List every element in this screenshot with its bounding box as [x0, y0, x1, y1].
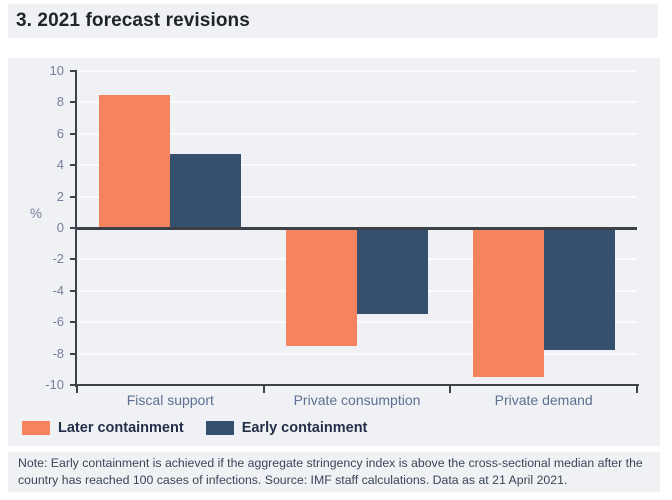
- x-boundary-tick-1: [262, 385, 265, 393]
- y-tick-label--8: -8: [52, 345, 64, 361]
- chart-legend: Later containment Early containment: [22, 420, 367, 436]
- bar-later-containment-fiscal-support: [99, 94, 171, 228]
- y-tick--4: [70, 289, 77, 292]
- y-tick--2: [70, 258, 77, 261]
- gridline-8: [77, 101, 637, 104]
- y-tick-label--10: -10: [45, 377, 64, 392]
- gridline--6: [77, 321, 637, 324]
- note-text: Note: Early containment is achieved if t…: [18, 456, 643, 488]
- y-tick--10: [70, 384, 77, 386]
- y-tick-label-10: 10: [49, 63, 64, 78]
- gridline-6: [77, 132, 637, 135]
- figure-title: 3. 2021 forecast revisions: [16, 10, 250, 31]
- y-tick-0: [70, 227, 77, 229]
- y-tick-label-4: 4: [56, 157, 64, 173]
- y-tick-label--6: -6: [52, 314, 64, 330]
- note-strip: Note: Early containment is achieved if t…: [8, 452, 660, 492]
- y-tick-8: [70, 101, 77, 104]
- y-tick-4: [70, 164, 77, 167]
- legend-swatch-later-containment: [22, 421, 50, 435]
- bar-early-containment-fiscal-support: [170, 154, 242, 228]
- y-axis-title: %: [29, 206, 42, 221]
- category-label-private-consumption: Private consumption: [293, 392, 421, 408]
- bar-early-containment-private-demand: [543, 228, 615, 351]
- legend-item-later-containment: Later containment: [22, 420, 184, 436]
- bar-later-containment-private-consumption: [286, 228, 357, 346]
- bar-chart-panel: Later containment Early containment 10 8 6 4…: [8, 58, 660, 446]
- gridline-10: [77, 70, 637, 72]
- x-axis-line: [77, 384, 639, 386]
- legend-label-later-containment: Later containment: [58, 420, 184, 436]
- category-label-private-demand: Private demand: [494, 392, 593, 408]
- figure-title-strip: 3. 2021 forecast revisions: [8, 4, 658, 38]
- x-boundary-tick-0: [76, 385, 78, 393]
- gridline-2: [77, 195, 637, 198]
- y-axis-line: [75, 71, 77, 387]
- bar-early-containment-private-consumption: [357, 228, 428, 315]
- zero-baseline: [77, 226, 637, 230]
- y-tick-label--2: -2: [52, 251, 64, 267]
- y-tick--6: [70, 321, 77, 324]
- legend-item-early-containment: Early containment: [205, 420, 368, 436]
- y-tick-label--4: -4: [52, 282, 64, 298]
- y-tick--8: [70, 352, 77, 355]
- y-tick-label-2: 2: [56, 188, 64, 204]
- bar-later-containment-private-demand: [472, 228, 544, 378]
- x-boundary-tick-3: [636, 385, 638, 393]
- y-tick-label-6: 6: [56, 125, 64, 141]
- x-boundary-tick-2: [449, 385, 452, 393]
- y-tick-6: [70, 132, 77, 135]
- category-label-fiscal-support: Fiscal support: [126, 392, 214, 408]
- legend-label-early-containment: Early containment: [241, 420, 368, 436]
- y-tick-label-8: 8: [56, 94, 64, 110]
- y-tick-label-0: 0: [56, 220, 64, 235]
- legend-swatch-early-containment: [205, 421, 234, 435]
- gridline-4: [77, 164, 637, 167]
- gridline--8: [77, 352, 637, 355]
- y-tick-2: [70, 195, 77, 198]
- y-tick-10: [70, 70, 77, 72]
